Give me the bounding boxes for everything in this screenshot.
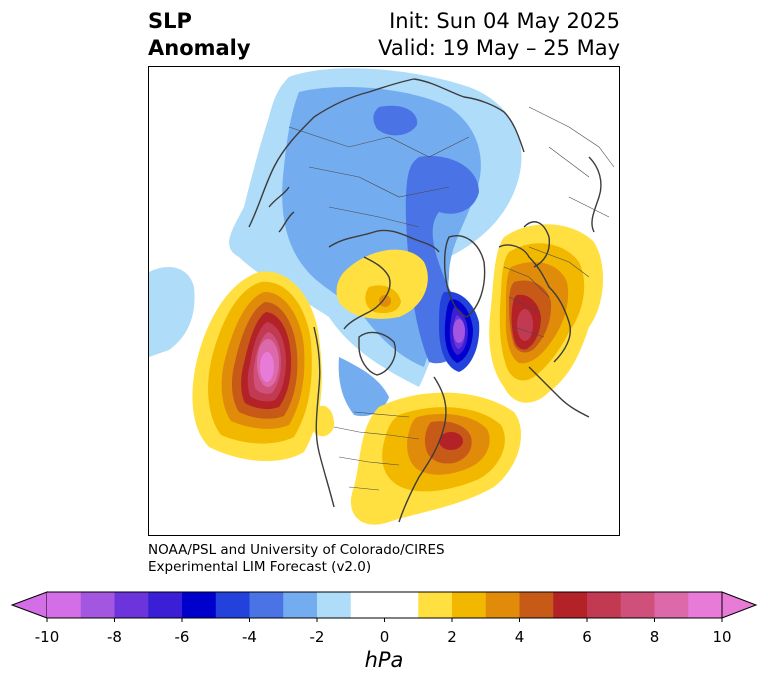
coastline-na-east xyxy=(398,376,447,523)
credit-text: NOAA/PSL and University of Colorado/CIRE… xyxy=(148,542,445,576)
colorbar-cell xyxy=(452,592,487,618)
anomaly-pos-bering xyxy=(336,249,428,319)
init-date: Init: Sun 04 May 2025 xyxy=(389,9,620,33)
colorbar-tick-label: 6 xyxy=(582,628,592,646)
colorbar-tick-label: 0 xyxy=(379,628,390,646)
colorbar-tick-label: 10 xyxy=(712,628,732,646)
colorbar-tick-label: 2 xyxy=(447,628,457,646)
anomaly-neg-outer-west xyxy=(149,267,195,357)
positive-anomaly-shading xyxy=(192,224,604,525)
colorbar-extend-min xyxy=(10,591,48,619)
anomaly-neg-core5 xyxy=(453,319,465,343)
title-variable: SLP xyxy=(148,9,192,33)
border-lines-na xyxy=(333,411,420,491)
anomaly-neg-north-small xyxy=(373,105,418,136)
colorbar-cell xyxy=(654,592,689,618)
colorbar xyxy=(10,591,758,622)
polar-map xyxy=(148,66,620,536)
colorbar-cell xyxy=(148,592,183,618)
title-variable-sub: Anomaly xyxy=(148,36,251,60)
anomaly-pos-europe-core xyxy=(517,309,533,341)
negative-anomaly-shading xyxy=(149,68,522,417)
colorbar-cell xyxy=(114,592,149,618)
colorbar-cell xyxy=(215,592,250,618)
coastline-japan xyxy=(268,186,295,233)
forecast-dates: Init: Sun 04 May 2025 Valid: 19 May – 25… xyxy=(378,8,620,62)
credit-line-1: NOAA/PSL and University of Colorado/CIRE… xyxy=(148,542,445,558)
colorbar-extend-max xyxy=(721,591,758,619)
colorbar-cell xyxy=(553,592,588,618)
colorbar-tick-label: 8 xyxy=(649,628,660,646)
colorbar-cell xyxy=(485,592,520,618)
valid-period: Valid: 19 May – 25 May xyxy=(378,36,620,60)
coastlines xyxy=(248,78,602,523)
colorbar-cell xyxy=(283,592,318,618)
colorbar-cell xyxy=(47,592,82,618)
coastline-greenland xyxy=(443,235,486,318)
anomaly-pos-small-1 xyxy=(310,405,335,437)
coastline-na-west xyxy=(313,326,335,508)
coastline-siberia-arctic xyxy=(328,229,440,253)
anomaly-pos-eastna-core xyxy=(439,432,463,450)
coastline-asia-east xyxy=(248,78,415,228)
colorbar-cell xyxy=(384,592,419,618)
colorbar-cell xyxy=(688,592,723,618)
colorbar-tick-label: -2 xyxy=(309,628,325,646)
colorbar-cell xyxy=(80,592,115,618)
border-lines-east-asia xyxy=(528,106,615,218)
anomaly-pos-bering-core xyxy=(379,295,391,307)
colorbar-cell xyxy=(418,592,453,618)
colorbar-cell xyxy=(519,592,554,618)
credit-line-2: Experimental LIM Forecast (v2.0) xyxy=(148,559,372,575)
colorbar-tick-label: -4 xyxy=(242,628,257,646)
political-borders xyxy=(288,106,615,491)
border-lines-asia xyxy=(288,126,470,228)
colorbar-tick-label: -6 xyxy=(174,628,190,646)
map-title: SLP Anomaly xyxy=(148,8,251,62)
coastline-alaska xyxy=(343,256,391,330)
border-lines-europe xyxy=(503,246,590,338)
anomaly-neg-canada xyxy=(338,357,389,417)
coastline-asia-north xyxy=(413,78,525,153)
anomaly-neg-north-left xyxy=(232,221,275,262)
anomaly-pos-pacific-peak xyxy=(260,352,274,382)
colorbar-cell xyxy=(620,592,655,618)
colorbar-cell xyxy=(587,592,622,618)
colorbar-tick-label: -10 xyxy=(34,628,60,646)
coastline-africa-north xyxy=(528,366,590,418)
colorbar-units: hPa xyxy=(364,648,404,672)
coastline-europe xyxy=(498,244,571,363)
colorbar-tick-label: -8 xyxy=(107,628,122,646)
colorbar-cell xyxy=(182,592,217,618)
colorbar-cells xyxy=(10,591,758,622)
coastline-scandinavia xyxy=(523,221,551,268)
anomaly-map-svg xyxy=(149,68,615,525)
coastline-hudson xyxy=(358,331,396,376)
coastline-india xyxy=(588,156,602,233)
colorbar-cell xyxy=(350,592,385,618)
colorbar-cell xyxy=(249,592,284,618)
colorbar-tick-label: 4 xyxy=(514,628,525,646)
colorbar-cell xyxy=(317,592,352,618)
